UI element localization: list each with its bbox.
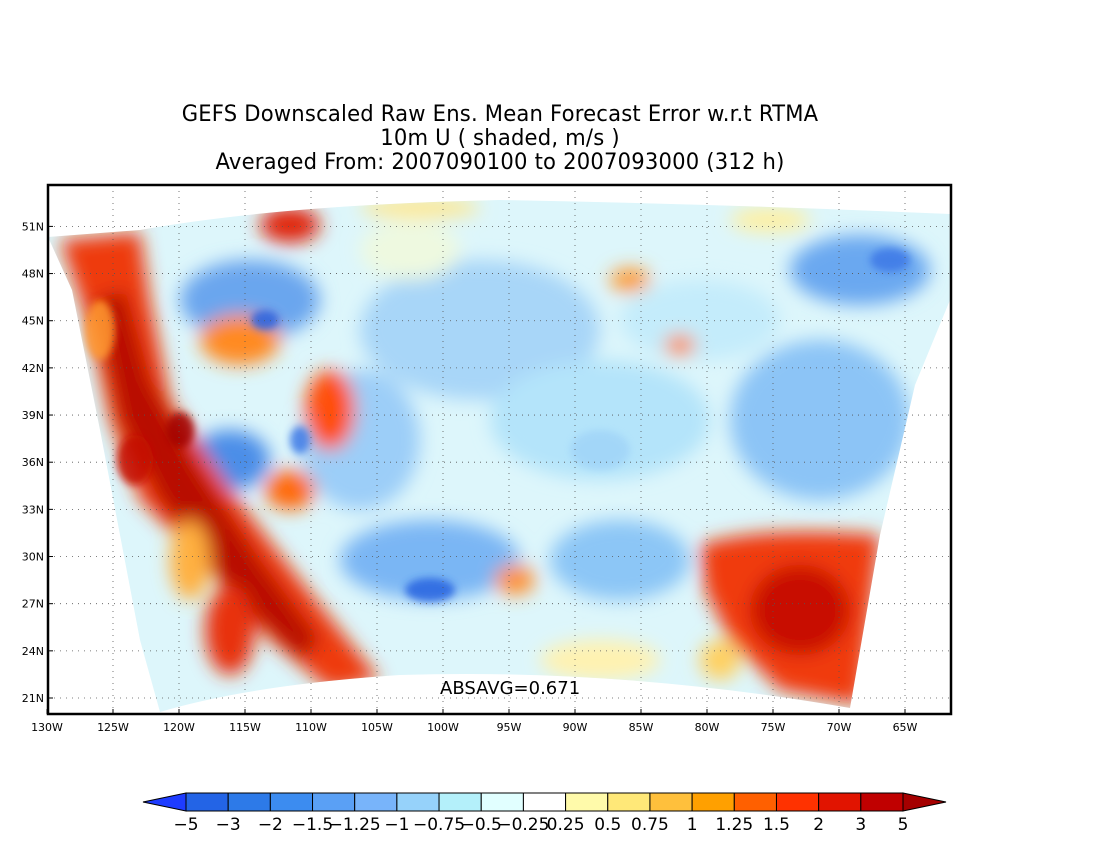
lon-tick-label: 105W [361,721,393,734]
colorbar-swatch [775,792,820,812]
colorbar-swatch [227,792,271,812]
lon-tick-label: 80W [695,721,720,734]
lon-tick-label: 90W [563,721,588,734]
colorbar-label: −0.25 [497,815,549,835]
absavg-annotation: ABSAVG=0.671 [440,678,580,699]
colorbar-swatch [607,792,651,812]
grid-lines [46,185,951,714]
colorbar-swatch [438,792,482,812]
colorbar-swatch [269,792,314,812]
lon-tick-label: 85W [629,721,654,734]
lat-tick-label: 24N [22,645,44,658]
colorbar-label: 1.5 [763,815,790,835]
colorbar-swatch [480,792,524,812]
lat-tick-label: 27N [22,598,44,611]
colorbar-label: 1 [687,815,698,835]
colorbar-label: −1.25 [329,815,381,835]
colorbar-swatch [649,792,693,812]
lat-tick-label: 33N [22,503,44,516]
colorbar-swatch [312,792,356,812]
colorbar-swatch [522,792,567,812]
lat-tick-labels: 21N 24N 27N 30N 33N 36N 39N 42N 45N 48N 51N [22,220,44,705]
lon-tick-label: 120W [163,721,195,734]
lon-tick-label: 115W [229,721,261,734]
lat-tick-label: 21N [22,692,44,705]
colorbar-label: 2 [813,815,824,835]
colorbar-label: 1.25 [715,815,753,835]
colorbar-arrow-low [142,792,187,812]
colorbar-swatch [354,792,398,812]
title-line-1: GEFS Downscaled Raw Ens. Mean Forecast E… [181,102,819,127]
colorbar: −5 −3 −2 −1.5−1.25 −1 −0.75−0.5−0.250.25 0.5 0.… [142,792,947,835]
lon-tick-label: 125W [97,721,129,734]
lat-tick-label: 51N [22,220,44,233]
colorbar-label: −0.5 [461,815,502,835]
colorbar-label: −5 [173,815,198,835]
lat-tick-label: 45N [22,315,44,328]
colorbar-swatch [860,792,904,812]
title-line-2: 10m U ( shaded, m/s ) [380,126,620,151]
lon-tick-label: 95W [497,721,522,734]
colorbar-label: −1 [384,815,409,835]
lat-tick-label: 48N [22,268,44,281]
lon-tick-label: 100W [427,721,459,734]
colorbar-swatch [818,792,862,812]
colorbar-label: 3 [855,815,866,835]
lon-tick-label: 65W [893,721,918,734]
colorbar-swatch [185,792,229,812]
colorbar-label: −2 [258,815,283,835]
colorbar-label: 0.5 [594,815,621,835]
colorbar-label: −3 [216,815,241,835]
lon-tick-labels: 130W 125W 120W 115W 110W 105W 100W 95W 90W 85W 80W… [31,721,917,734]
title-line-3: Averaged From: 2007090100 to 2007093000 … [215,150,785,175]
colorbar-label: 5 [898,815,909,835]
lon-tick-label: 110W [295,721,327,734]
lat-tick-label: 30N [22,551,44,564]
plot-frame [46,183,953,716]
lat-tick-label: 42N [22,362,44,375]
colorbar-label: −1.5 [292,815,333,835]
colorbar-label: 0.75 [631,815,669,835]
lat-tick-label: 36N [22,456,44,469]
lon-tick-label: 75W [761,721,786,734]
colorbar-arrow-high [902,792,947,812]
colorbar-swatch [396,792,440,812]
lat-tick-label: 39N [22,409,44,422]
lon-tick-label: 130W [31,721,63,734]
colorbar-label: −0.75 [413,815,465,835]
colorbar-swatch [565,792,609,812]
colorbar-label: 0.25 [547,815,585,835]
colorbar-swatch [733,792,777,812]
lon-tick-label: 70W [827,721,852,734]
forecast-error-field [48,200,950,712]
colorbar-swatch [691,792,735,812]
